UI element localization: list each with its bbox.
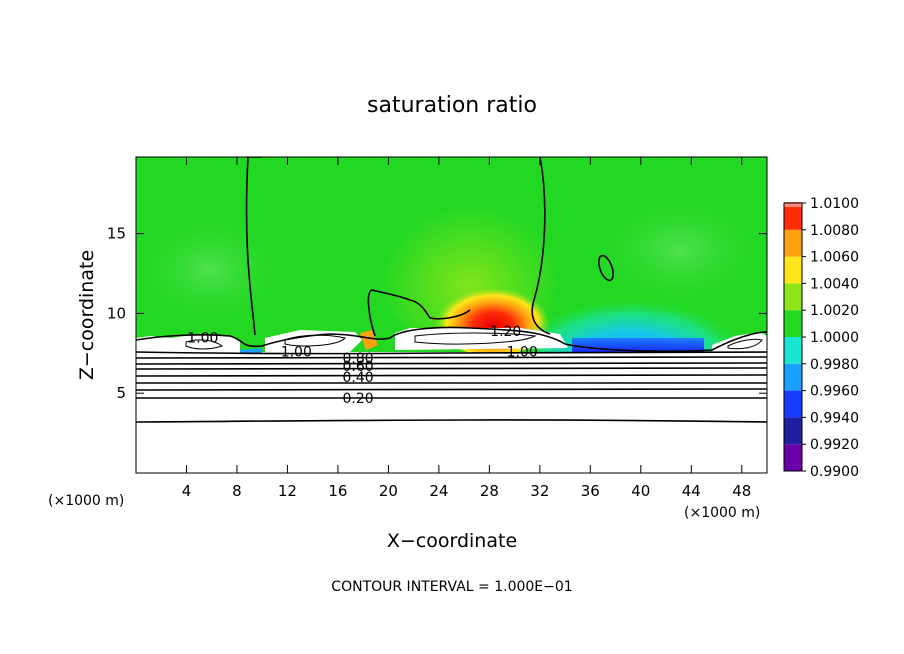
field-lower-white [136, 352, 767, 473]
colorbar-label: 1.0080 [810, 223, 859, 239]
colorbar-swatch [784, 229, 802, 257]
contour-label: 0.60 [343, 359, 374, 375]
field-orange-spot [360, 330, 378, 350]
contour-interval-text: CONTOUR INTERVAL = 1.000E−01 [331, 579, 572, 595]
x-axis: 4 8 12 16 20 24 28 32 36 40 44 48 [182, 157, 751, 500]
contour-line [136, 367, 767, 370]
contour-label: 1.00 [281, 345, 312, 361]
field-white-pocket [136, 334, 240, 352]
x-axis-title: X−coordinate [387, 530, 517, 552]
colorbar-swatch [784, 390, 802, 418]
colorbar-label: 0.9940 [810, 410, 859, 426]
contour-lines [136, 157, 767, 423]
contour-line [136, 351, 767, 355]
colorbar-label: 0.9980 [810, 357, 859, 373]
x-tick-label: 4 [182, 482, 192, 500]
colorbar-swatch [784, 417, 802, 445]
y-tick-label: 15 [107, 225, 126, 243]
colorbar-swatch [784, 203, 802, 230]
contour-line [414, 332, 537, 345]
colorbar-swatch [784, 363, 802, 391]
contour-line [598, 254, 614, 282]
colorbar-swatch [784, 444, 802, 471]
field-white-pocket [395, 328, 568, 350]
y-tick-label: 10 [107, 304, 126, 322]
colorbar-swatch [784, 337, 802, 364]
contour-line [367, 289, 471, 337]
contour-line [136, 326, 767, 352]
y-axis: 5 10 15 [107, 225, 767, 402]
x-tick-label: 12 [278, 482, 297, 500]
colorbar: 0.9900 0.9920 0.9940 0.9960 0.9980 1.0000 1.00… [783, 196, 859, 480]
x-tick-label: 32 [530, 482, 549, 500]
x-tick-label: 24 [429, 482, 448, 500]
x-tick-label: 16 [328, 482, 347, 500]
x-tick-label: 40 [631, 482, 650, 500]
colorbar-label: 0.9920 [810, 437, 859, 453]
field-white-pocket [265, 330, 362, 352]
contour-line [531, 157, 551, 335]
contour-label: 0.80 [343, 351, 374, 367]
x-tick-label: 44 [682, 482, 701, 500]
contour-line [185, 339, 224, 350]
x-unit-label-left: (×1000 m) [48, 493, 124, 509]
colorbar-swatch [784, 310, 802, 337]
y-tick-label: 5 [116, 384, 126, 402]
contour-line [245, 157, 256, 336]
x-tick-label: 48 [732, 482, 751, 500]
colorbar-label: 1.0020 [810, 303, 859, 319]
x-tick-label: 36 [581, 482, 600, 500]
plot-area [136, 157, 767, 473]
x-tick-label: 8 [232, 482, 242, 500]
colorbar-swatch [784, 283, 802, 311]
x-unit-label-right: (×1000 m) [684, 505, 760, 521]
contour-line [727, 338, 763, 350]
x-tick-label: 20 [379, 482, 398, 500]
contour-label: 1.20 [490, 324, 521, 340]
contour-label: 1.00 [507, 345, 538, 361]
colorbar-label: 1.0040 [810, 276, 859, 292]
colorbar-swatch [784, 202, 802, 207]
colorbar-label: 1.0060 [810, 250, 859, 266]
field-cyan-spot [240, 348, 262, 354]
colorbar-label: 0.9960 [810, 384, 859, 400]
contour-labels: 1.00 1.00 1.20 1.00 0.800.600.40 0.20 [187, 324, 537, 407]
contour-line [284, 334, 346, 347]
contour-label: 0.20 [343, 391, 374, 407]
contour-line [136, 362, 767, 365]
contour-line [136, 374, 767, 377]
contour-label: 0.40 [343, 370, 374, 386]
chart-title: saturation ratio [367, 93, 537, 118]
field-pale-region [136, 210, 290, 330]
contour-line [136, 356, 767, 359]
contour-label: 1.00 [187, 330, 218, 346]
contour-line [136, 388, 767, 391]
x-tick-label: 28 [480, 482, 499, 500]
contour-line [136, 396, 767, 399]
contour-line [136, 419, 767, 423]
field-blue-band [572, 338, 704, 352]
plot-frame [135, 156, 768, 474]
y-axis-title: Z−coordinate [76, 250, 98, 380]
colorbar-label: 1.0100 [810, 196, 859, 212]
colorbar-label: 0.9900 [810, 464, 859, 480]
colorbar-label: 1.0000 [810, 330, 859, 346]
colorbar-swatch [784, 256, 802, 284]
